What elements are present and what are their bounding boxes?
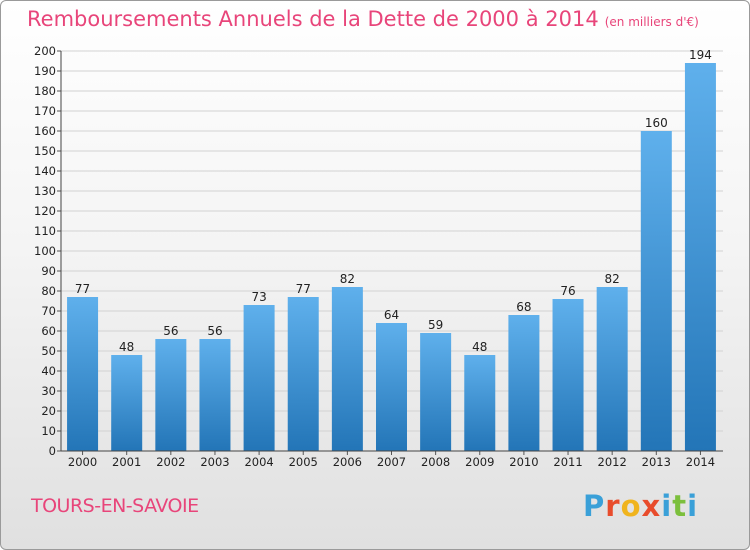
logo-letter: x: [641, 489, 662, 523]
x-tick-label: 2010: [509, 455, 538, 469]
x-axis-ticks: 2000 2001 2002 2003 2004 2005 2006 2007 2008 2009…: [68, 451, 715, 469]
bar[interactable]: [199, 339, 231, 451]
y-tick-label: 50: [41, 344, 56, 358]
x-tick-label: 2000: [68, 455, 97, 469]
chart-title: Remboursements Annuels de la Dette de 20…: [27, 7, 699, 31]
y-tick-label: 60: [41, 324, 56, 338]
x-tick-label: 2004: [244, 455, 273, 469]
bar[interactable]: [376, 323, 407, 451]
bar-value-label: 73: [251, 290, 266, 304]
bar-value-label: 77: [296, 282, 311, 296]
data-labels: 77 48 56 56 73 77 82 64 59 48 68 76 82 160 194: [75, 48, 712, 354]
y-tick-label: 160: [34, 124, 56, 138]
x-tick-label: 2001: [112, 455, 141, 469]
bar-value-label: 68: [516, 300, 531, 314]
y-tick-label: 130: [34, 184, 56, 198]
y-tick-label: 100: [34, 244, 56, 258]
y-axis-ticks: 0 10 20 30 40 50 60 70 80 90 100 110 120 130 140 150 160…: [34, 44, 61, 458]
bars: [67, 63, 716, 451]
bar-value-label: 194: [689, 48, 712, 62]
x-tick-label: 2013: [642, 455, 671, 469]
y-tick-label: 90: [41, 264, 56, 278]
y-tick-label: 190: [34, 64, 56, 78]
bar-value-label: 59: [428, 318, 443, 332]
bar-value-label: 56: [207, 324, 222, 338]
logo-letter: i: [661, 489, 673, 523]
bar-value-label: 56: [163, 324, 178, 338]
bar-value-label: 64: [384, 308, 399, 322]
bar[interactable]: [508, 315, 540, 451]
bar-value-label: 82: [605, 272, 620, 286]
y-tick-label: 170: [34, 104, 56, 118]
bar-value-label: 48: [472, 340, 487, 354]
x-tick-label: 2006: [333, 455, 362, 469]
bar[interactable]: [464, 355, 496, 451]
y-tick-label: 180: [34, 84, 56, 98]
y-tick-label: 200: [34, 44, 56, 58]
y-tick-label: 70: [41, 304, 56, 318]
bar-value-label: 160: [645, 116, 668, 130]
x-tick-label: 2002: [156, 455, 185, 469]
x-tick-label: 2005: [289, 455, 318, 469]
axes: [60, 51, 723, 452]
bar-value-label: 48: [119, 340, 134, 354]
x-tick-label: 2009: [465, 455, 494, 469]
logo-letter: o: [620, 489, 642, 523]
y-tick-label: 80: [41, 284, 56, 298]
bar[interactable]: [331, 287, 363, 451]
bar[interactable]: [596, 287, 628, 451]
logo-letter: t: [672, 489, 688, 523]
logo-letter: i: [687, 489, 699, 523]
y-tick-label: 110: [34, 224, 56, 238]
bar[interactable]: [684, 63, 716, 451]
y-tick-label: 20: [41, 404, 56, 418]
y-tick-label: 10: [41, 424, 56, 438]
y-tick-label: 30: [41, 384, 56, 398]
y-tick-label: 150: [34, 144, 56, 158]
bar[interactable]: [67, 297, 99, 451]
logo-letter: P: [583, 489, 606, 523]
bar[interactable]: [155, 339, 187, 451]
bar[interactable]: [640, 131, 672, 451]
town-name: TOURS-EN-SAVOIE: [31, 495, 199, 517]
logo-letter: r: [605, 489, 621, 523]
x-tick-label: 2012: [598, 455, 627, 469]
bar-value-label: 76: [560, 284, 575, 298]
x-tick-label: 2003: [200, 455, 229, 469]
bar-value-label: 77: [75, 282, 90, 296]
y-tick-label: 0: [49, 444, 56, 458]
y-tick-label: 140: [34, 164, 56, 178]
y-tick-label: 40: [41, 364, 56, 378]
x-tick-label: 2014: [686, 455, 715, 469]
bar-value-label: 82: [340, 272, 355, 286]
y-tick-label: 120: [34, 204, 56, 218]
bar[interactable]: [111, 355, 143, 451]
chart-units: (en milliers d'€): [604, 15, 699, 29]
x-tick-label: 2007: [377, 455, 406, 469]
x-tick-label: 2008: [421, 455, 450, 469]
bar[interactable]: [287, 297, 319, 451]
chart-title-text: Remboursements Annuels de la Dette de 20…: [27, 7, 599, 31]
proxiti-logo[interactable]: Proxiti: [583, 489, 698, 523]
bar[interactable]: [552, 299, 584, 451]
bar[interactable]: [420, 333, 452, 451]
bar[interactable]: [243, 305, 275, 451]
x-tick-label: 2011: [553, 455, 582, 469]
